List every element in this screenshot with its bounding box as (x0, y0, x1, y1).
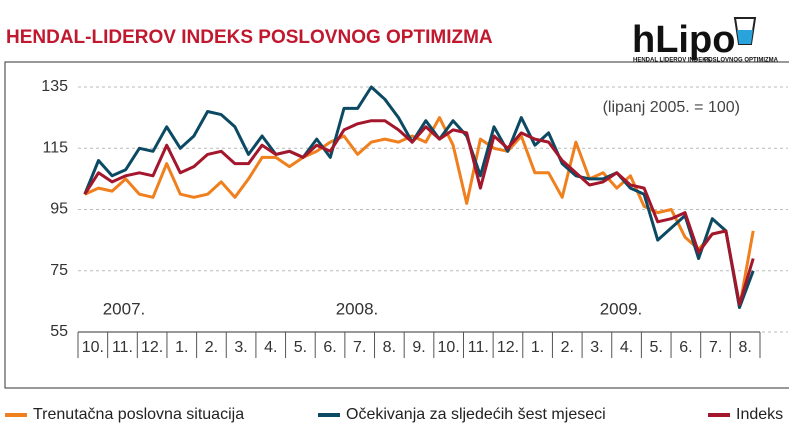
x-tick-label: 4. (620, 339, 633, 356)
logo-subtitle: HENDAL LIDEROV INDEKS (633, 58, 711, 64)
x-tick-label: 8. (383, 339, 396, 356)
legend-label: Indeks (736, 406, 783, 423)
x-tick-label: 8. (739, 339, 752, 356)
series-line (83, 85, 755, 309)
y-tick-label: 55 (50, 323, 68, 340)
y-tick-label: 75 (50, 262, 68, 279)
x-tick-label: 2. (561, 339, 574, 356)
series-line (84, 116, 755, 309)
series-line (83, 119, 755, 306)
x-tick-label: 5. (650, 339, 663, 356)
x-tick-label: 12. (497, 339, 519, 356)
x-tick-label: 10. (82, 339, 104, 356)
x-tick-label: 9. (412, 339, 425, 356)
x-tick-label: 11. (112, 339, 133, 356)
x-tick-label: 6. (679, 339, 692, 356)
year-label: 2009. (600, 299, 643, 318)
logo-water (737, 30, 753, 44)
y-tick-label: 115 (42, 139, 68, 156)
x-tick-label: 10. (438, 339, 460, 356)
x-tick-label: 5. (294, 339, 307, 356)
x-tick-label: 6. (323, 339, 336, 356)
x-tick-label: 7. (353, 339, 366, 356)
year-label: 2007. (103, 299, 146, 318)
x-tick-label: 1. (175, 339, 188, 356)
x-tick-label: 12. (141, 339, 163, 356)
x-tick-label: 11. (468, 339, 489, 356)
annotation: (lipanj 2005. = 100) (603, 99, 740, 116)
legend-label: Očekivanja za sljedećih šest mjeseci (346, 406, 606, 423)
x-tick-label: 1. (531, 339, 544, 356)
chart-title: HENDAL-LIDEROV INDEKS POSLOVNOG OPTIMIZM… (6, 27, 493, 48)
logo-subtitle: POSLOVNOG OPTIMIZMA (704, 58, 779, 64)
y-tick-label: 135 (41, 78, 68, 95)
x-tick-label: 4. (264, 339, 277, 356)
y-tick-label: 95 (50, 201, 68, 218)
x-tick-label: 3. (234, 339, 247, 356)
year-label: 2008. (336, 299, 379, 318)
chart-frame (4, 61, 789, 389)
logo: hLipo (632, 19, 735, 61)
legend-label: Trenutačna poslovna situacija (33, 406, 244, 423)
x-tick-label: 3. (590, 339, 603, 356)
x-tick-label: 7. (709, 339, 722, 356)
x-tick-label: 2. (205, 339, 218, 356)
